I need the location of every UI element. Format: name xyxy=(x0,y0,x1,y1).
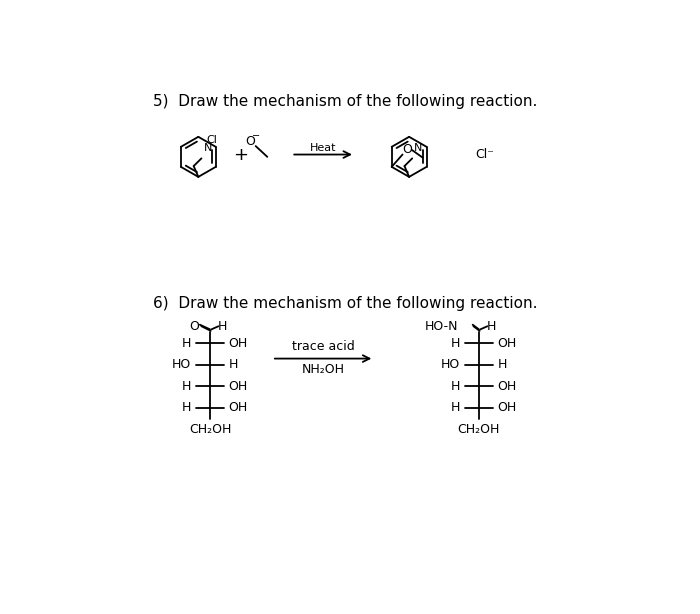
Text: NH₂OH: NH₂OH xyxy=(302,363,344,376)
Text: N: N xyxy=(414,144,423,154)
Text: H: H xyxy=(451,336,461,350)
Text: OH: OH xyxy=(228,336,248,350)
Text: CH₂OH: CH₂OH xyxy=(458,423,500,436)
Text: Cl: Cl xyxy=(206,135,217,145)
Text: H: H xyxy=(182,336,191,350)
Text: Heat: Heat xyxy=(310,142,337,153)
Text: H: H xyxy=(228,358,238,371)
Text: H: H xyxy=(498,358,507,371)
Text: H: H xyxy=(218,320,227,333)
Text: +: + xyxy=(234,146,248,163)
Text: H: H xyxy=(182,380,191,393)
Text: OH: OH xyxy=(498,336,517,350)
Text: H: H xyxy=(486,320,496,333)
Text: H: H xyxy=(451,380,461,393)
Text: Cl⁻: Cl⁻ xyxy=(475,148,494,161)
Text: N: N xyxy=(204,144,212,154)
Text: CH₂OH: CH₂OH xyxy=(189,423,231,436)
Text: 5)  Draw the mechanism of the following reaction.: 5) Draw the mechanism of the following r… xyxy=(153,94,538,109)
Text: OH: OH xyxy=(498,402,517,414)
Text: −: − xyxy=(253,131,260,141)
Text: O: O xyxy=(402,144,412,157)
Text: HO: HO xyxy=(172,358,191,371)
Text: trace acid: trace acid xyxy=(292,340,354,353)
Text: OH: OH xyxy=(228,380,248,393)
Text: H: H xyxy=(451,402,461,414)
Text: H: H xyxy=(182,402,191,414)
Text: O: O xyxy=(245,135,255,148)
Text: 6)  Draw the mechanism of the following reaction.: 6) Draw the mechanism of the following r… xyxy=(153,295,538,311)
Text: OH: OH xyxy=(228,402,248,414)
Text: OH: OH xyxy=(498,380,517,393)
Text: HO-N: HO-N xyxy=(425,320,458,333)
Text: HO: HO xyxy=(441,358,461,371)
Text: O: O xyxy=(190,320,200,333)
